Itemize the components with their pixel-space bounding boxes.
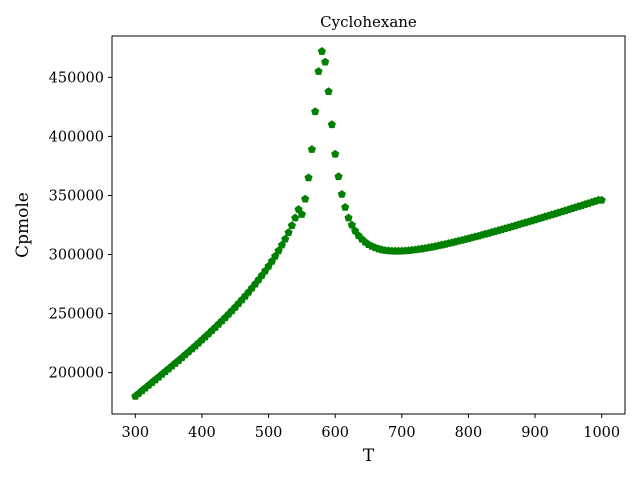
data-point — [287, 221, 296, 230]
data-point — [597, 195, 606, 204]
x-tick-label: 1000 — [583, 425, 620, 441]
data-point — [337, 189, 346, 198]
data-point — [307, 145, 316, 153]
y-tick-label: 350000 — [49, 188, 104, 204]
x-tick-label: 300 — [121, 425, 149, 441]
y-axis-label: Cpmole — [13, 192, 33, 258]
data-point — [334, 172, 343, 181]
data-point — [347, 220, 356, 229]
data-point — [294, 205, 303, 213]
data-point — [314, 67, 323, 75]
y-tick-label: 200000 — [49, 366, 104, 382]
data-point — [327, 120, 336, 129]
data-point — [331, 149, 340, 158]
data-point — [297, 210, 306, 218]
x-tick-label: 400 — [188, 425, 216, 441]
data-point — [317, 47, 326, 55]
data-points — [131, 47, 606, 400]
data-point — [301, 194, 310, 203]
y-tick-label: 250000 — [49, 307, 104, 323]
data-point — [291, 213, 300, 222]
data-point — [341, 202, 350, 211]
data-point — [344, 213, 353, 222]
x-axis-label: T — [363, 446, 375, 466]
x-tick-label: 700 — [388, 425, 416, 441]
x-tick-label: 600 — [321, 425, 349, 441]
plot-frame — [111, 35, 626, 415]
x-axis-ticks: 300 400 500 600 700 800 900 1000 — [121, 414, 620, 441]
x-tick-label: 900 — [521, 425, 549, 441]
x-tick-label: 500 — [255, 425, 283, 441]
y-axis-ticks: 200000 250000 300000 350000 400000 450000 — [49, 70, 112, 382]
data-point — [304, 173, 313, 182]
data-point — [321, 57, 330, 66]
data-point — [277, 240, 286, 249]
data-point — [324, 87, 333, 95]
data-point — [311, 107, 320, 116]
y-tick-label: 400000 — [49, 129, 104, 145]
y-tick-label: 450000 — [49, 70, 104, 86]
chart-title: Cyclohexane — [320, 13, 417, 31]
data-point — [284, 228, 293, 237]
data-point — [281, 234, 290, 243]
y-tick-label: 300000 — [49, 248, 104, 264]
x-tick-label: 800 — [455, 425, 483, 441]
